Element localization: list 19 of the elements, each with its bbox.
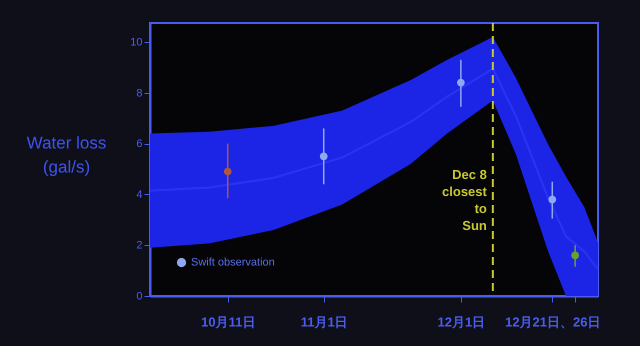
point [224,168,232,176]
point [456,78,465,87]
y-tick-label: 6 [136,138,142,150]
x-tick-label: 10月11日 [201,314,256,330]
y-tick-label: 8 [136,87,142,100]
y-tick-label: 10 [130,36,142,49]
point [571,252,580,260]
point [548,196,556,204]
x-tick-label: 12月1日 [438,314,486,330]
y-tick-label: 2 [136,240,142,252]
y-tick-label: 4 [136,188,142,201]
line-series [149,68,599,270]
x-tick-label: 11月1日 [300,314,348,330]
point [320,152,328,160]
x-tick-label: 12月21日、26日 [505,314,600,330]
y-tick-label: 0 [136,290,142,302]
y-axis-title: Water loss (gal/s) [26,134,106,176]
ref-line-label: Dec 8 closest to Sun [442,167,488,234]
legend-label: Swift observation [191,256,275,268]
